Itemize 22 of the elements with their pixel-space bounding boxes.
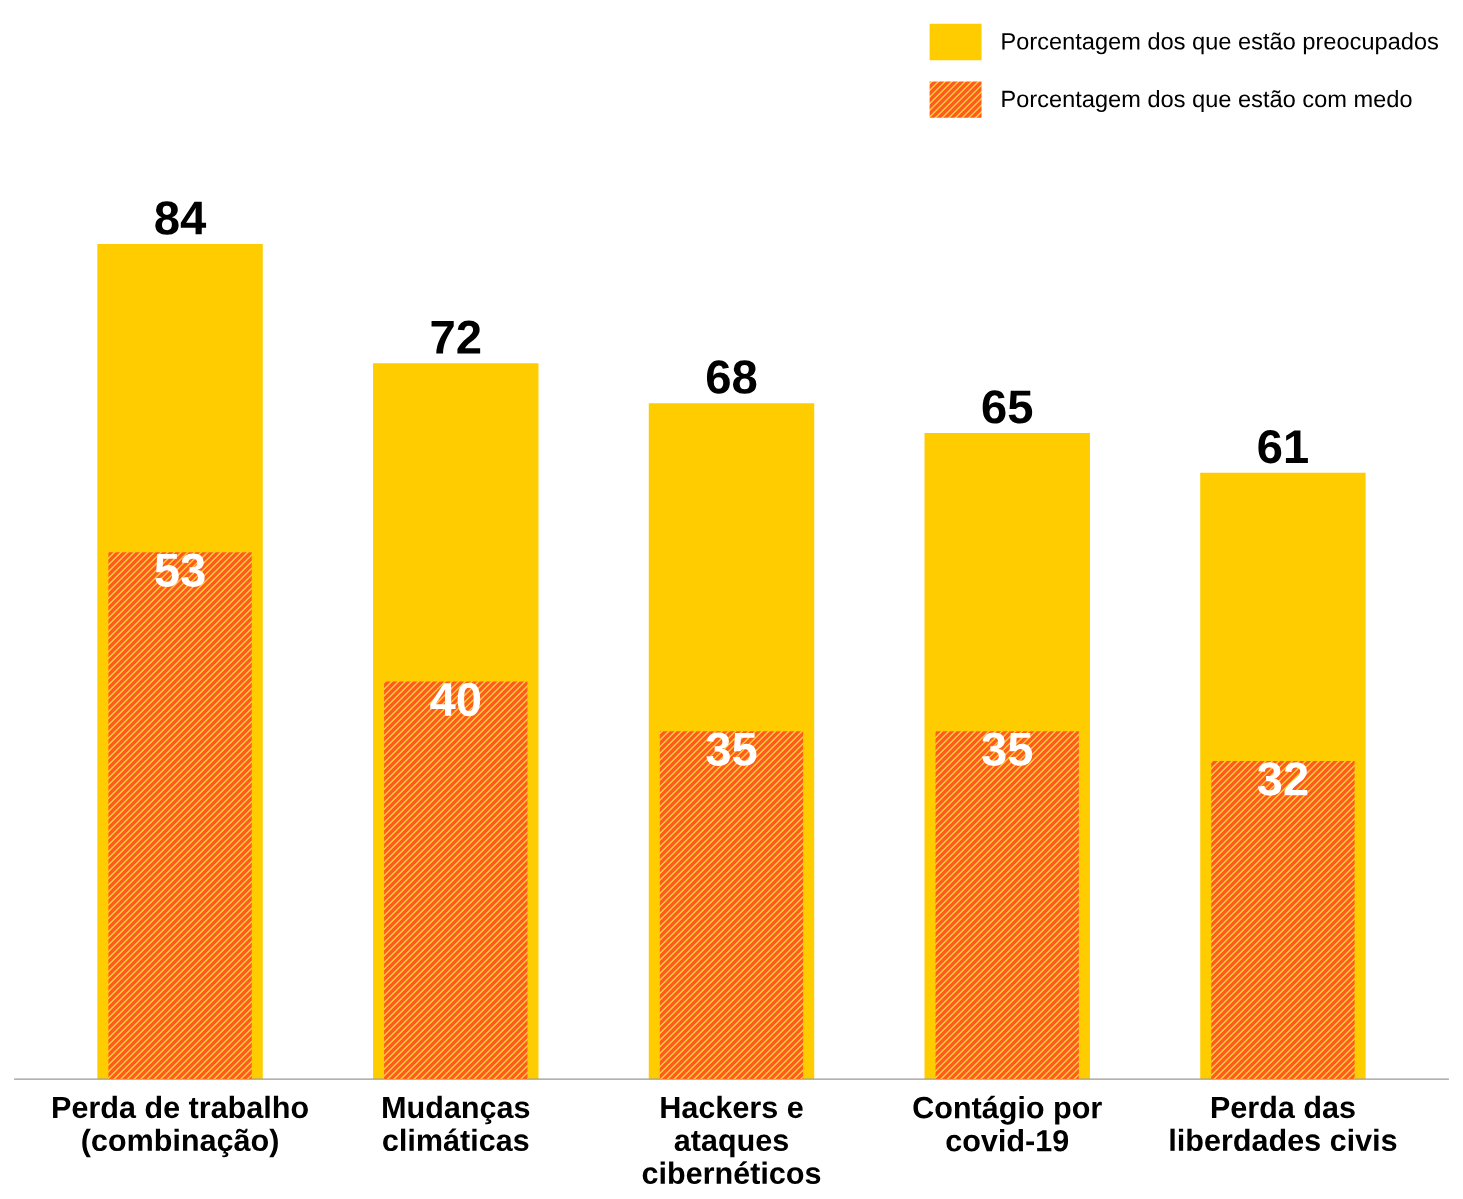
bar: [935, 731, 1079, 1080]
data-label: 84: [155, 201, 207, 235]
bar: [1211, 761, 1355, 1080]
data-label: 35: [982, 732, 1033, 766]
bar: [108, 552, 252, 1080]
data-label: 53: [155, 553, 205, 587]
x-tick-label: Contágio por covid-19: [913, 1095, 1102, 1152]
bar: [659, 731, 804, 1080]
x-tick-label: Hackers e ataques cibernéticos: [642, 1095, 821, 1185]
data-label: 40: [430, 682, 481, 717]
legend-label: Porcentagem dos que estão preocupados: [1002, 32, 1439, 55]
data-label: 65: [982, 390, 1033, 424]
data-label: 61: [1258, 429, 1308, 464]
x-tick-label: Perda de trabalho (combinação): [53, 1095, 308, 1158]
x-tick-label: Perda das liberdades civis: [1170, 1095, 1397, 1152]
data-label: 32: [1257, 762, 1308, 796]
data-label: 72: [431, 320, 481, 354]
legend-label: Porcentagem dos que estão com medo: [1002, 90, 1412, 113]
bar: [384, 681, 528, 1080]
data-label: 35: [706, 732, 757, 766]
data-label: 68: [706, 360, 757, 394]
x-tick-label: Mudanças climáticas: [383, 1095, 530, 1152]
